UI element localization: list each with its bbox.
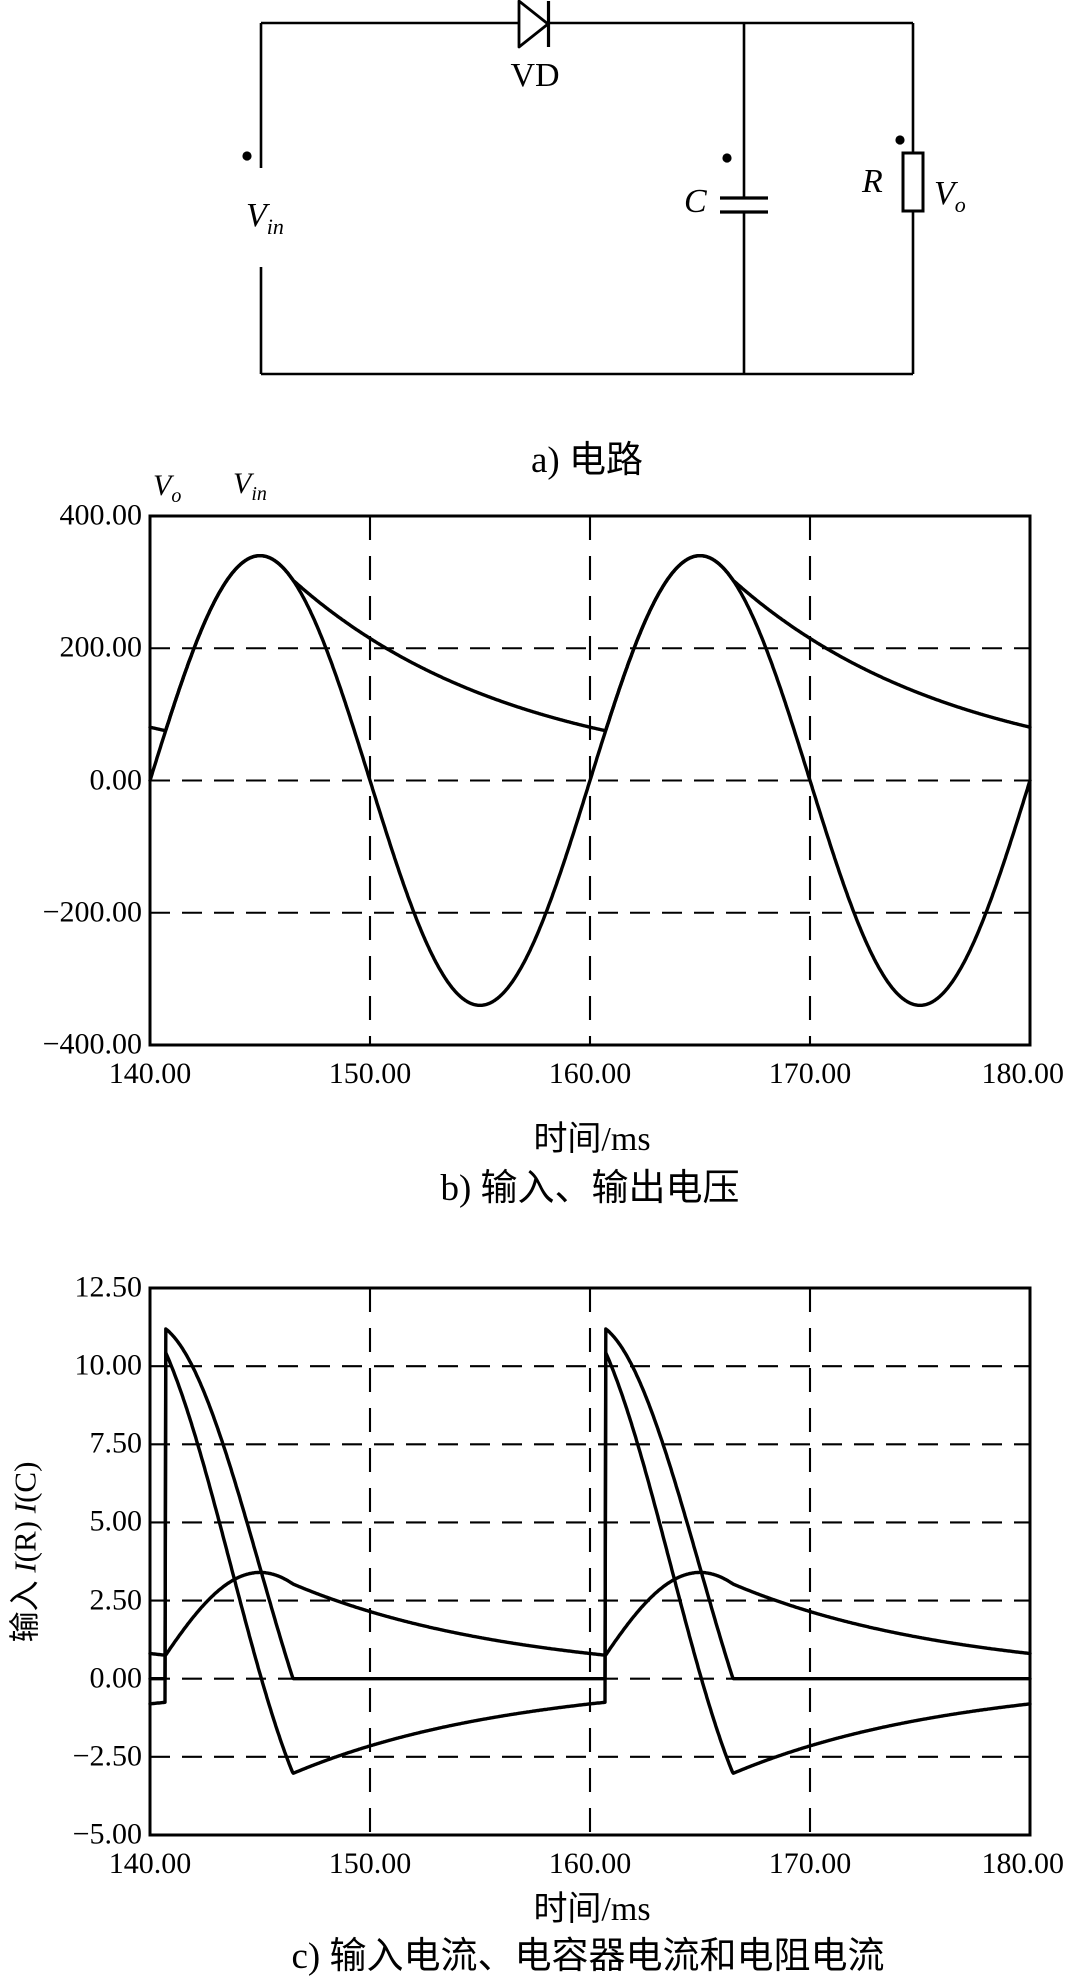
x-tick-label: 140.00 [108,1057,192,1090]
x-tick-label: 170.00 [768,1847,852,1880]
x-tick-label: 150.00 [328,1057,412,1090]
voltage-plot-caption: b) 输入、输出电压 [440,1168,740,1209]
capacitor-label: C [684,183,707,220]
y-tick-label: 5.00 [89,1505,143,1539]
vo-label: Vo [934,175,966,217]
y-tick-label: 10.00 [74,1348,143,1382]
x-tick-label: 170.00 [768,1057,852,1090]
y-tick-label: −2.50 [72,1739,142,1773]
current-plot-xlabel: 时间/ms [533,1891,651,1928]
resistor-current-curve [148,1570,1032,1657]
y-tick-label: 7.50 [89,1426,143,1460]
circuit-caption: a) 电路 [531,440,643,481]
resistor-label: R [862,163,883,200]
y-tick-label: −400.00 [42,1027,142,1061]
y-tick-label: 0.00 [89,1661,143,1695]
vin-curve [148,554,1032,1007]
y-tick-label: 12.50 [74,1270,143,1304]
y-tick-label: −200.00 [42,895,142,929]
x-tick-label: 180.00 [981,1057,1065,1090]
vin-label: Vin [246,197,284,239]
y-tick-label: 200.00 [59,630,143,664]
y-tick-label: −5.00 [72,1817,142,1851]
diode-label: VD [510,57,560,94]
x-tick-label: 140.00 [108,1847,192,1880]
y-tick-label: 2.50 [89,1583,143,1617]
input-current-curve [148,1327,1032,1681]
voltage-plot [148,514,1032,1047]
current-plot-caption: c) 输入电流、电容器电流和电阻电流 [291,1936,885,1977]
curve-label-vo: Vo [153,469,182,507]
capacitor-current-curve [148,1351,1032,1775]
y-tick-label: 400.00 [59,498,143,532]
x-tick-label: 180.00 [981,1847,1065,1880]
x-tick-label: 150.00 [328,1847,412,1880]
current-plot [148,1286,1032,1837]
voltage-plot-xlabel: 时间/ms [533,1121,651,1158]
circuit-diagram [242,0,925,376]
y-tick-label: 0.00 [89,763,143,797]
x-tick-label: 160.00 [548,1847,632,1880]
x-tick-label: 160.00 [548,1057,632,1090]
curve-label-vin: Vin [233,467,267,505]
